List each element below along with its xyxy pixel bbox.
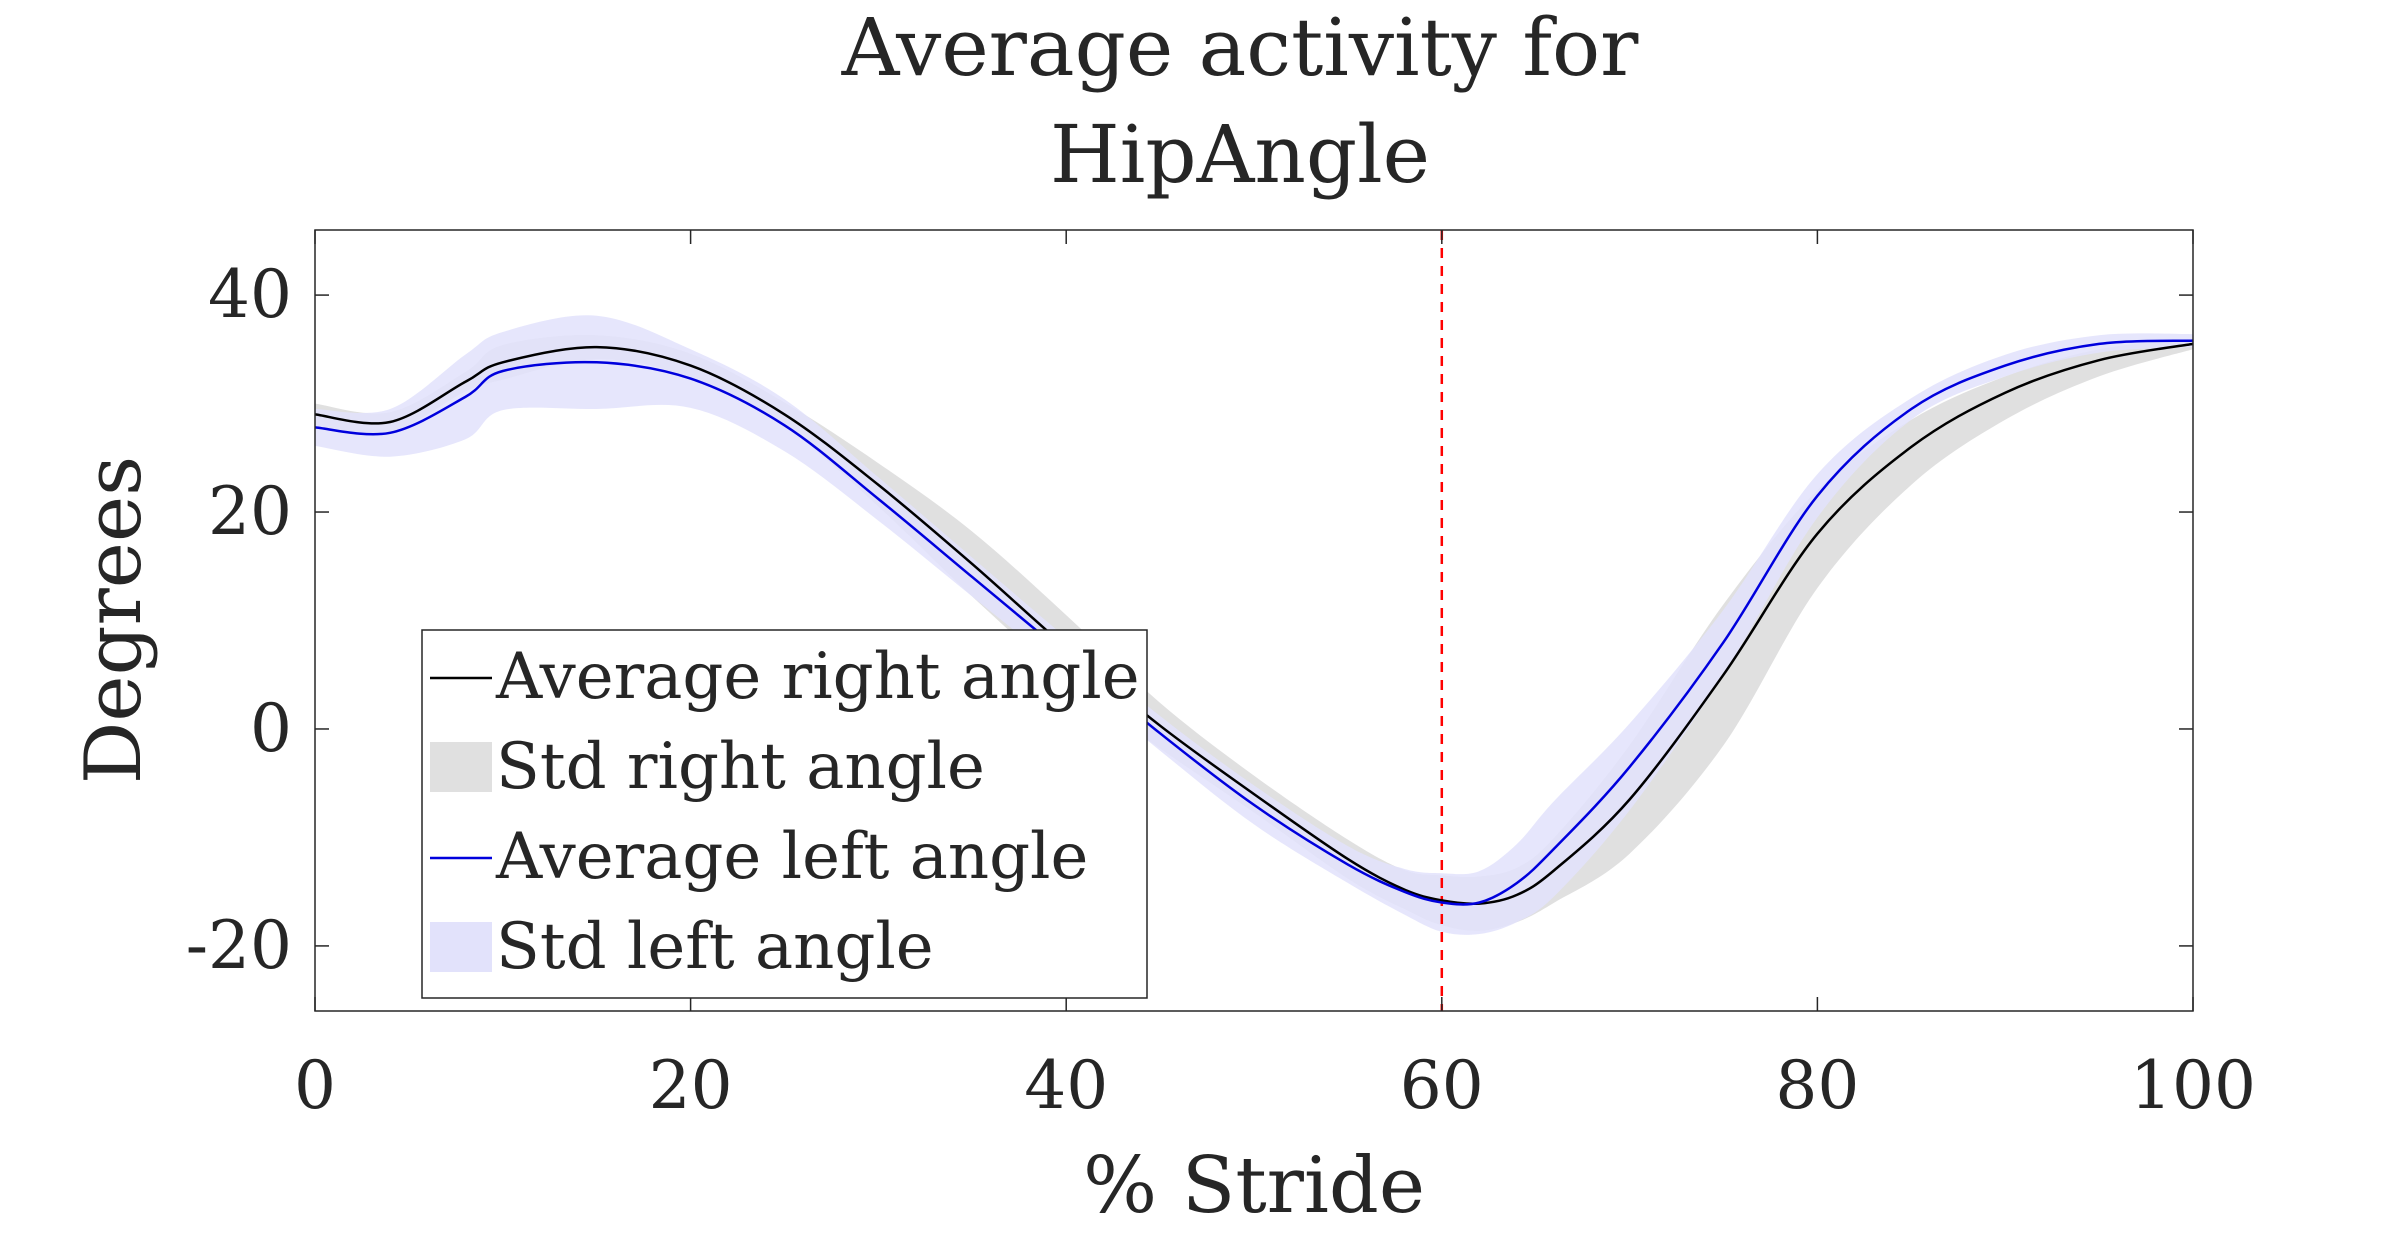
average-lines [314, 339, 2194, 906]
y-tick-labels: 40 20 0 -20 [186, 256, 292, 984]
y-tick-label: 20 [208, 473, 292, 550]
x-tick-labels: 0 20 40 60 80 100 [294, 1047, 2256, 1124]
average-left-line [314, 339, 2194, 906]
legend: Average right angle Std right angle Aver… [421, 629, 1148, 999]
x-tick-label: 60 [1400, 1047, 1484, 1124]
legend-swatch-left-band [430, 922, 492, 972]
y-tick-label: 0 [250, 690, 292, 767]
x-tick-label: 0 [294, 1047, 336, 1124]
x-tick-label: 20 [649, 1047, 733, 1124]
axis-ticks [314, 230, 2194, 1011]
chart-title-line-1: Average activity for [841, 1, 1640, 94]
y-axis-label: Degrees [69, 456, 159, 784]
average-right-line [314, 342, 2194, 906]
legend-label-average-left: Average left angle [495, 820, 1088, 894]
chart-title-line-2: HipAngle [1050, 108, 1430, 201]
std-left-band [315, 315, 2193, 935]
std-bands [315, 315, 2193, 935]
y-tick-label: -20 [186, 907, 292, 984]
x-tick-label: 80 [1775, 1047, 1859, 1124]
legend-label-std-left: Std left angle [496, 910, 934, 984]
plot-frame [314, 229, 2194, 1012]
x-tick-label: 40 [1024, 1047, 1108, 1124]
x-tick-label: 100 [2130, 1047, 2256, 1124]
y-tick-label: 40 [208, 256, 292, 333]
legend-label-std-right: Std right angle [496, 730, 985, 804]
legend-swatch-right-band [430, 742, 492, 792]
x-axis-label: % Stride [1083, 1141, 1425, 1231]
legend-box [421, 629, 1148, 999]
legend-label-average-right: Average right angle [495, 640, 1140, 714]
